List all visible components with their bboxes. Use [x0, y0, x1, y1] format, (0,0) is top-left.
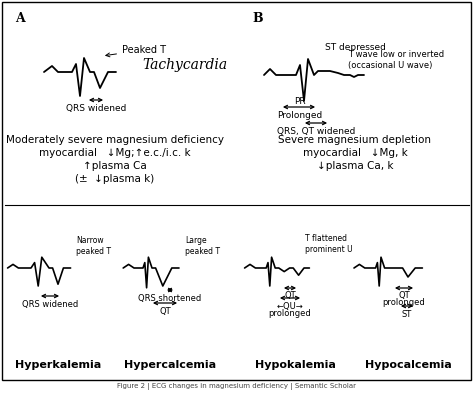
Text: Hypercalcemia: Hypercalcemia	[124, 360, 216, 370]
Text: T flattened
prominent U: T flattened prominent U	[305, 234, 353, 254]
Text: Severe magnesium depletion: Severe magnesium depletion	[279, 135, 431, 145]
Text: PR: PR	[294, 97, 306, 106]
Text: Hypocalcemia: Hypocalcemia	[365, 360, 451, 370]
Text: Narrow
peaked T: Narrow peaked T	[76, 236, 111, 256]
Text: QT: QT	[284, 291, 296, 300]
Text: prolonged: prolonged	[269, 309, 311, 318]
Text: Large
peaked T: Large peaked T	[185, 236, 220, 256]
Text: QRS shortened: QRS shortened	[138, 294, 201, 303]
Text: ↓plasma Ca, k: ↓plasma Ca, k	[317, 161, 393, 171]
Text: ST depressed: ST depressed	[325, 43, 386, 51]
Text: T wave low or inverted
(occasional U wave): T wave low or inverted (occasional U wav…	[348, 50, 444, 70]
Text: myocardial   ↓Mg;↑e.c./i.c. k: myocardial ↓Mg;↑e.c./i.c. k	[39, 148, 191, 158]
Text: Hyperkalemia: Hyperkalemia	[15, 360, 101, 370]
Text: QT: QT	[159, 307, 171, 316]
Text: Peaked T: Peaked T	[106, 45, 166, 57]
Text: Prolonged: Prolonged	[277, 111, 323, 120]
Text: Figure 2 | ECG changes in magnesium deficiency | Semantic Scholar: Figure 2 | ECG changes in magnesium defi…	[118, 383, 356, 390]
Text: myocardial   ↓Mg, k: myocardial ↓Mg, k	[302, 148, 407, 158]
Text: A: A	[15, 12, 25, 25]
Text: prolonged: prolonged	[383, 298, 425, 307]
Text: ←QU→: ←QU→	[277, 302, 303, 311]
Text: ↑plasma Ca: ↑plasma Ca	[83, 161, 147, 171]
Text: QRS widened: QRS widened	[22, 300, 78, 309]
Text: (±  ↓plasma k): (± ↓plasma k)	[75, 174, 155, 184]
Text: Hypokalemia: Hypokalemia	[255, 360, 336, 370]
Text: Moderately severe magnesium deficiency: Moderately severe magnesium deficiency	[6, 135, 224, 145]
Text: QT: QT	[398, 291, 410, 300]
Text: Tachycardia: Tachycardia	[143, 58, 228, 72]
Text: QRS, QT widened: QRS, QT widened	[277, 127, 355, 136]
Text: ST: ST	[402, 310, 412, 319]
Text: QRS widened: QRS widened	[66, 104, 126, 113]
Text: B: B	[252, 12, 263, 25]
